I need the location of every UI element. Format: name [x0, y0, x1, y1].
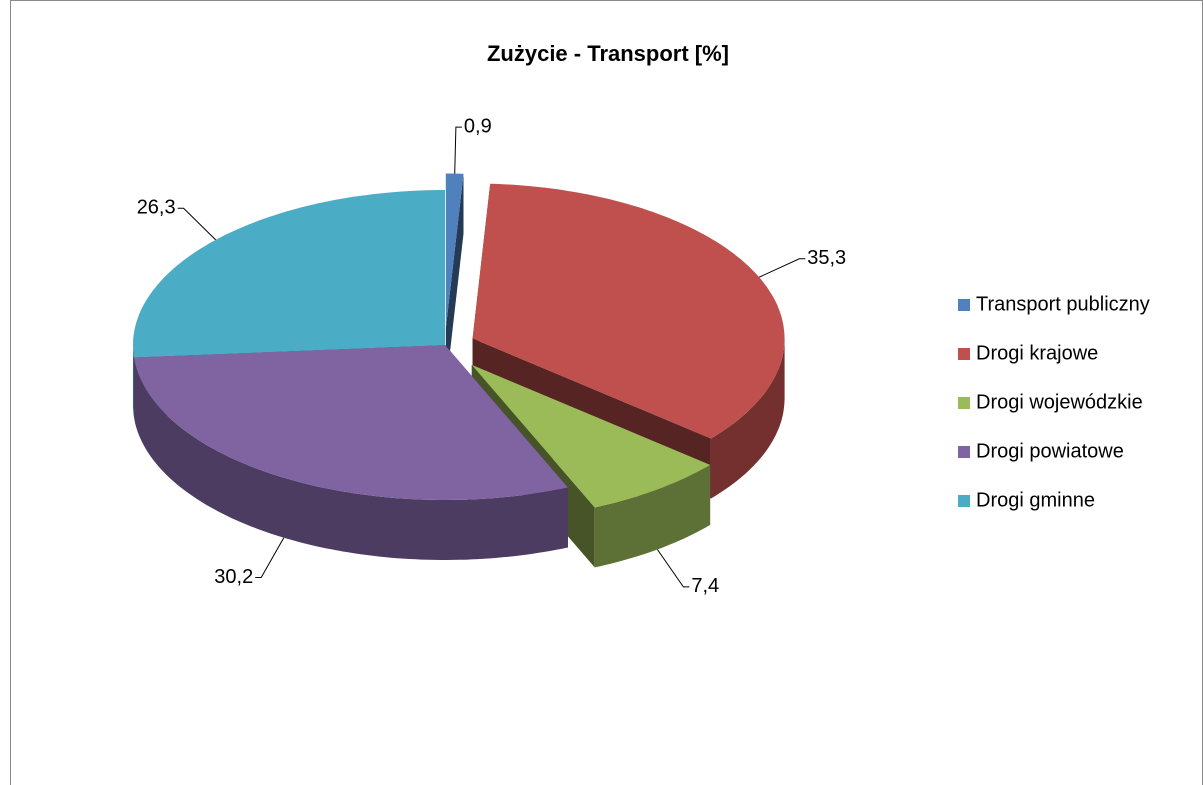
- data-label: 0,9: [464, 115, 492, 137]
- legend-swatch: [958, 299, 970, 311]
- slice-wall: [133, 345, 134, 418]
- leader-line: [656, 549, 690, 588]
- slice-side: [445, 173, 464, 389]
- chart-title: Zużycie - Transport [%]: [487, 41, 729, 66]
- data-label: 35,3: [807, 247, 846, 269]
- leader-line: [454, 126, 462, 174]
- legend-swatch: [958, 446, 970, 458]
- data-label: 26,3: [137, 197, 176, 219]
- slice: [445, 173, 464, 329]
- slice: [471, 364, 711, 508]
- leader-line: [177, 207, 217, 241]
- legend-label: Drogi gminne: [976, 489, 1095, 511]
- slice-wall: [134, 357, 568, 560]
- legend-swatch: [958, 348, 970, 360]
- legend-swatch: [958, 397, 970, 409]
- leader-line: [758, 258, 806, 278]
- slice: [134, 345, 568, 500]
- data-label: 7,4: [691, 575, 719, 597]
- legend-label: Drogi wojewódzkie: [976, 391, 1143, 413]
- legend-swatch: [958, 495, 970, 507]
- leader-line: [255, 537, 285, 578]
- slice-wall: [710, 338, 785, 499]
- legend-label: Transport publiczny: [976, 293, 1150, 315]
- slice: [133, 190, 445, 358]
- data-label: 30,2: [214, 566, 253, 588]
- legend-label: Drogi powiatowe: [976, 440, 1124, 462]
- legend-label: Drogi krajowe: [976, 342, 1098, 364]
- slice: [472, 183, 785, 439]
- slice-wall: [594, 464, 711, 568]
